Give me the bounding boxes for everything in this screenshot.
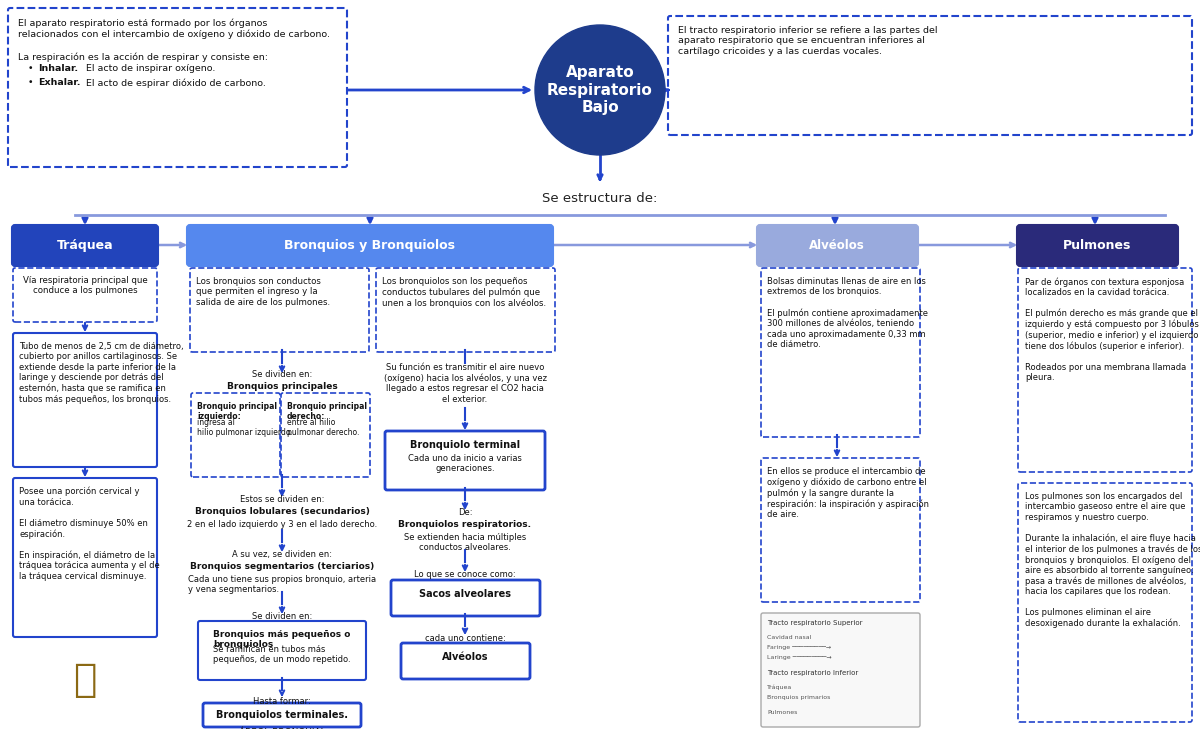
Text: El tracto respiratorio inferior se refiere a las partes del
aparato respiratorio: El tracto respiratorio inferior se refie… xyxy=(678,26,937,56)
Text: Cada uno tiene sus propios bronquio, arteria
y vena segmentarios.: Cada uno tiene sus propios bronquio, art… xyxy=(188,575,376,594)
FancyBboxPatch shape xyxy=(191,393,280,477)
Text: En ellos se produce el intercambio de
oxígeno y dióxido de carbono entre el
pulm: En ellos se produce el intercambio de ox… xyxy=(767,467,929,519)
Text: Bronquios principales: Bronquios principales xyxy=(227,382,337,391)
FancyBboxPatch shape xyxy=(12,225,158,266)
FancyBboxPatch shape xyxy=(391,580,540,616)
FancyBboxPatch shape xyxy=(668,16,1192,135)
FancyBboxPatch shape xyxy=(8,8,347,167)
FancyBboxPatch shape xyxy=(757,225,918,266)
Text: Faringe ─────────→: Faringe ─────────→ xyxy=(767,645,832,650)
FancyBboxPatch shape xyxy=(13,333,157,467)
Text: ÁRBOL BRONQUIAL: ÁRBOL BRONQUIAL xyxy=(239,728,325,729)
Text: Pulmones: Pulmones xyxy=(767,710,797,715)
Text: Bronquios y Bronquiolos: Bronquios y Bronquiolos xyxy=(284,238,456,252)
Text: Bronquiolos respiratorios.: Bronquiolos respiratorios. xyxy=(398,520,532,529)
Text: Los bronquiolos son los pequeños
conductos tubulares del pulmón que
unen a los b: Los bronquiolos son los pequeños conduct… xyxy=(382,277,546,308)
Text: Vía respiratoria principal que
conduce a los pulmones: Vía respiratoria principal que conduce a… xyxy=(23,276,148,295)
FancyBboxPatch shape xyxy=(281,393,370,477)
Text: Cavidad nasal: Cavidad nasal xyxy=(767,635,811,640)
Text: Bolsas diminutas llenas de aire en los
extremos de los bronquios.

El pulmón con: Bolsas diminutas llenas de aire en los e… xyxy=(767,277,928,349)
FancyBboxPatch shape xyxy=(401,643,530,679)
Text: De:: De: xyxy=(457,508,473,517)
FancyBboxPatch shape xyxy=(1018,483,1192,722)
Text: Se dividen en:: Se dividen en: xyxy=(252,370,312,379)
Text: Inhalar.: Inhalar. xyxy=(38,64,78,73)
Text: Pulmones: Pulmones xyxy=(1063,238,1132,252)
Text: El acto de espirar dióxido de carbono.: El acto de espirar dióxido de carbono. xyxy=(83,78,266,87)
Text: Estos se dividen en:: Estos se dividen en: xyxy=(240,495,324,504)
Text: Bronquio principal
izquierdo:: Bronquio principal izquierdo: xyxy=(197,402,277,421)
Text: Bronquiolo terminal: Bronquiolo terminal xyxy=(410,440,520,450)
Text: Alvéolos: Alvéolos xyxy=(809,238,865,252)
Text: Aparato
Respiratorio
Bajo: Aparato Respiratorio Bajo xyxy=(547,65,653,115)
FancyBboxPatch shape xyxy=(198,621,366,680)
Text: A su vez, se dividen en:: A su vez, se dividen en: xyxy=(232,550,332,559)
Text: Bronquios más pequeños o
bronquiolos: Bronquios más pequeños o bronquiolos xyxy=(214,630,350,650)
Text: Tráquea: Tráquea xyxy=(767,685,792,690)
Text: Tracto respiratorio Superior: Tracto respiratorio Superior xyxy=(767,620,863,626)
FancyBboxPatch shape xyxy=(1018,268,1192,472)
Text: •: • xyxy=(28,78,40,87)
Text: •: • xyxy=(28,64,40,73)
Text: El aparato respiratorio está formado por los órganos
relacionados con el interca: El aparato respiratorio está formado por… xyxy=(18,18,330,39)
Text: Se dividen en:: Se dividen en: xyxy=(252,612,312,621)
Text: Su función es transmitir el aire nuevo
(oxígeno) hacia los alvéolos, y una vez
l: Su función es transmitir el aire nuevo (… xyxy=(384,363,546,404)
FancyBboxPatch shape xyxy=(203,703,361,727)
Text: Lo que se conoce como:: Lo que se conoce como: xyxy=(414,570,516,579)
FancyBboxPatch shape xyxy=(761,268,920,437)
Text: 🌿: 🌿 xyxy=(73,661,97,699)
Text: 2 en el lado izquierdo y 3 en el lado derecho.: 2 en el lado izquierdo y 3 en el lado de… xyxy=(187,520,377,529)
Text: Cada uno da inicio a varias
generaciones.: Cada uno da inicio a varias generaciones… xyxy=(408,454,522,473)
Text: Exhalar.: Exhalar. xyxy=(38,78,80,87)
Text: ingresa al
hilio pulmonar izquierdo.: ingresa al hilio pulmonar izquierdo. xyxy=(197,418,293,437)
Text: Los bronquios son conductos
que permiten el ingreso y la
salida de aire de los p: Los bronquios son conductos que permiten… xyxy=(196,277,330,307)
Text: Los pulmones son los encargados del
intercambio gaseoso entre el aire que
respir: Los pulmones son los encargados del inte… xyxy=(1025,492,1200,628)
Text: Bronquios primarios: Bronquios primarios xyxy=(767,695,830,700)
FancyBboxPatch shape xyxy=(190,268,370,352)
Text: Hasta formar:: Hasta formar: xyxy=(253,697,311,706)
Text: cada uno contiene:: cada uno contiene: xyxy=(425,634,505,643)
FancyBboxPatch shape xyxy=(1018,225,1178,266)
Text: Se extienden hacia múltiples
conductos alveolares.: Se extienden hacia múltiples conductos a… xyxy=(404,533,526,553)
Text: entre al hilio
pulmonar derecho.: entre al hilio pulmonar derecho. xyxy=(287,418,359,437)
FancyBboxPatch shape xyxy=(761,613,920,727)
Text: Tráquea: Tráquea xyxy=(56,238,113,252)
FancyBboxPatch shape xyxy=(385,431,545,490)
FancyBboxPatch shape xyxy=(187,225,553,266)
Text: Bronquios lobulares (secundarios): Bronquios lobulares (secundarios) xyxy=(194,507,370,516)
Text: El acto de inspirar oxígeno.: El acto de inspirar oxígeno. xyxy=(83,64,215,73)
FancyBboxPatch shape xyxy=(761,458,920,602)
Text: Se ramifican en tubos más
pequeños, de un modo repetido.: Se ramifican en tubos más pequeños, de u… xyxy=(214,645,350,664)
FancyBboxPatch shape xyxy=(376,268,554,352)
Text: Bronquios segmentarios (terciarios): Bronquios segmentarios (terciarios) xyxy=(190,562,374,571)
FancyBboxPatch shape xyxy=(13,478,157,637)
Text: Posee una porción cervical y
una torácica.

El diámetro disminuye 50% en
espirac: Posee una porción cervical y una torácic… xyxy=(19,487,160,581)
Text: Par de órganos con textura esponjosa
localizados en la cavidad torácica.

El pul: Par de órganos con textura esponjosa loc… xyxy=(1025,277,1199,382)
Text: Alvéolos: Alvéolos xyxy=(442,652,488,662)
Text: Sacos alveolares: Sacos alveolares xyxy=(419,589,511,599)
Ellipse shape xyxy=(535,25,665,155)
Text: Tubo de menos de 2,5 cm de diámetro,
cubierto por anillos cartilaginosos. Se
ext: Tubo de menos de 2,5 cm de diámetro, cub… xyxy=(19,342,184,404)
Text: Laringe ─────────→: Laringe ─────────→ xyxy=(767,655,832,660)
Text: Se estructura de:: Se estructura de: xyxy=(542,192,658,205)
Text: Bronquio principal
derecho:: Bronquio principal derecho: xyxy=(287,402,367,421)
Text: Tracto respiratorio Inferior: Tracto respiratorio Inferior xyxy=(767,670,858,676)
Text: Bronquiolos terminales.: Bronquiolos terminales. xyxy=(216,710,348,720)
FancyBboxPatch shape xyxy=(13,268,157,322)
Text: La respiración es la acción de respirar y consiste en:: La respiración es la acción de respirar … xyxy=(18,52,268,61)
